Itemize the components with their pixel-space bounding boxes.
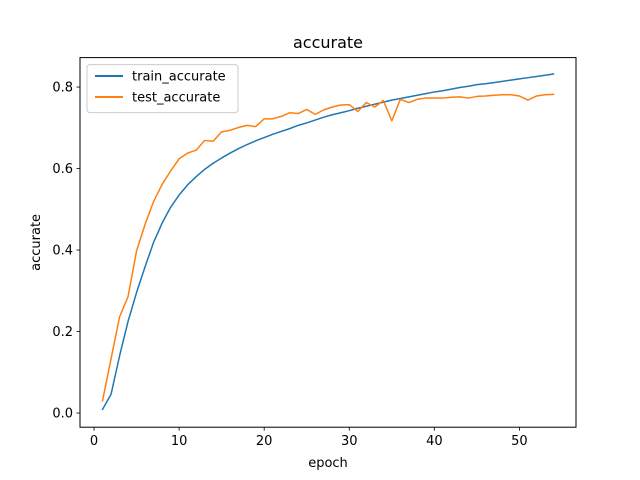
- x-tick-label: 40: [426, 434, 443, 449]
- x-tick-label: 10: [171, 434, 188, 449]
- legend-label-train-accurate: train_accurate: [132, 70, 226, 85]
- x-tick-label: 0: [90, 434, 98, 449]
- x-axis-label: epoch: [308, 456, 348, 471]
- y-tick-label: 0.8: [52, 81, 73, 96]
- plot-area: [101, 73, 555, 411]
- series-line-test-accurate: [101, 93, 555, 402]
- x-tick-label: 30: [341, 434, 358, 449]
- legend: train_accurate test_accurate: [86, 64, 239, 114]
- x-tick-label: 50: [511, 434, 528, 449]
- y-axis-ticks: 0.0 0.2 0.4 0.6 0.8: [52, 81, 80, 422]
- y-axis-label: accurate: [29, 214, 44, 271]
- x-tick-label: 20: [256, 434, 273, 449]
- series-line-train-accurate: [101, 73, 555, 411]
- y-tick-label: 0.2: [52, 325, 73, 340]
- legend-label-test-accurate: test_accurate: [132, 91, 220, 106]
- chart-title: accurate: [293, 33, 363, 52]
- legend-box: [86, 64, 239, 114]
- y-tick-label: 0.0: [52, 407, 73, 422]
- y-tick-label: 0.6: [52, 162, 73, 177]
- plot-frame: [79, 57, 577, 428]
- y-tick-label: 0.4: [52, 244, 73, 259]
- x-axis-ticks: 0 10 20 30 40 50: [90, 427, 528, 449]
